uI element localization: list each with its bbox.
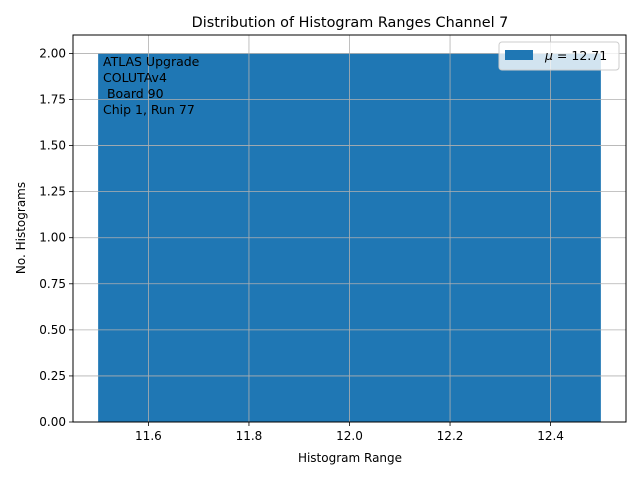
legend-swatch bbox=[505, 50, 533, 60]
x-tick-label: 11.6 bbox=[135, 429, 162, 443]
chart-title: Distribution of Histogram Ranges Channel… bbox=[192, 15, 509, 31]
y-tick-label: 1.75 bbox=[39, 93, 66, 107]
annotation-line: Chip 1, Run 77 bbox=[103, 102, 195, 117]
y-tick-label: 1.00 bbox=[39, 231, 66, 245]
y-tick-label: 2.00 bbox=[39, 46, 66, 60]
x-axis-label: Histogram Range bbox=[298, 451, 402, 465]
annotation-line: Board 90 bbox=[103, 86, 164, 101]
x-tick-label: 12.2 bbox=[437, 429, 464, 443]
x-tick-label: 11.8 bbox=[236, 429, 263, 443]
annotation-line: COLUTAv4 bbox=[103, 70, 167, 85]
y-tick-label: 0.50 bbox=[39, 323, 66, 337]
legend-box bbox=[498, 41, 620, 71]
x-tick-label: 12.0 bbox=[336, 429, 363, 443]
y-tick-label: 1.50 bbox=[39, 139, 66, 153]
annotation-line: ATLAS Upgrade bbox=[103, 54, 200, 69]
y-tick-label: 0.75 bbox=[39, 277, 66, 291]
y-tick-label: 0.25 bbox=[39, 369, 66, 383]
legend-mean-value: = 12.71 bbox=[553, 48, 607, 63]
x-tick-label: 12.4 bbox=[537, 429, 564, 443]
plot-area: 11.6 11.8 12.0 12.2 12.4 0.00 0.25 0.50 0.75 1.00… bbox=[39, 34, 627, 443]
legend-mu-symbol: μ bbox=[544, 48, 553, 63]
y-tick-label: 1.25 bbox=[39, 185, 66, 199]
legend-label: μ = 12.71 bbox=[544, 48, 607, 63]
y-tick-label: 0.00 bbox=[39, 415, 66, 429]
y-axis-label: No. Histograms bbox=[14, 182, 28, 274]
